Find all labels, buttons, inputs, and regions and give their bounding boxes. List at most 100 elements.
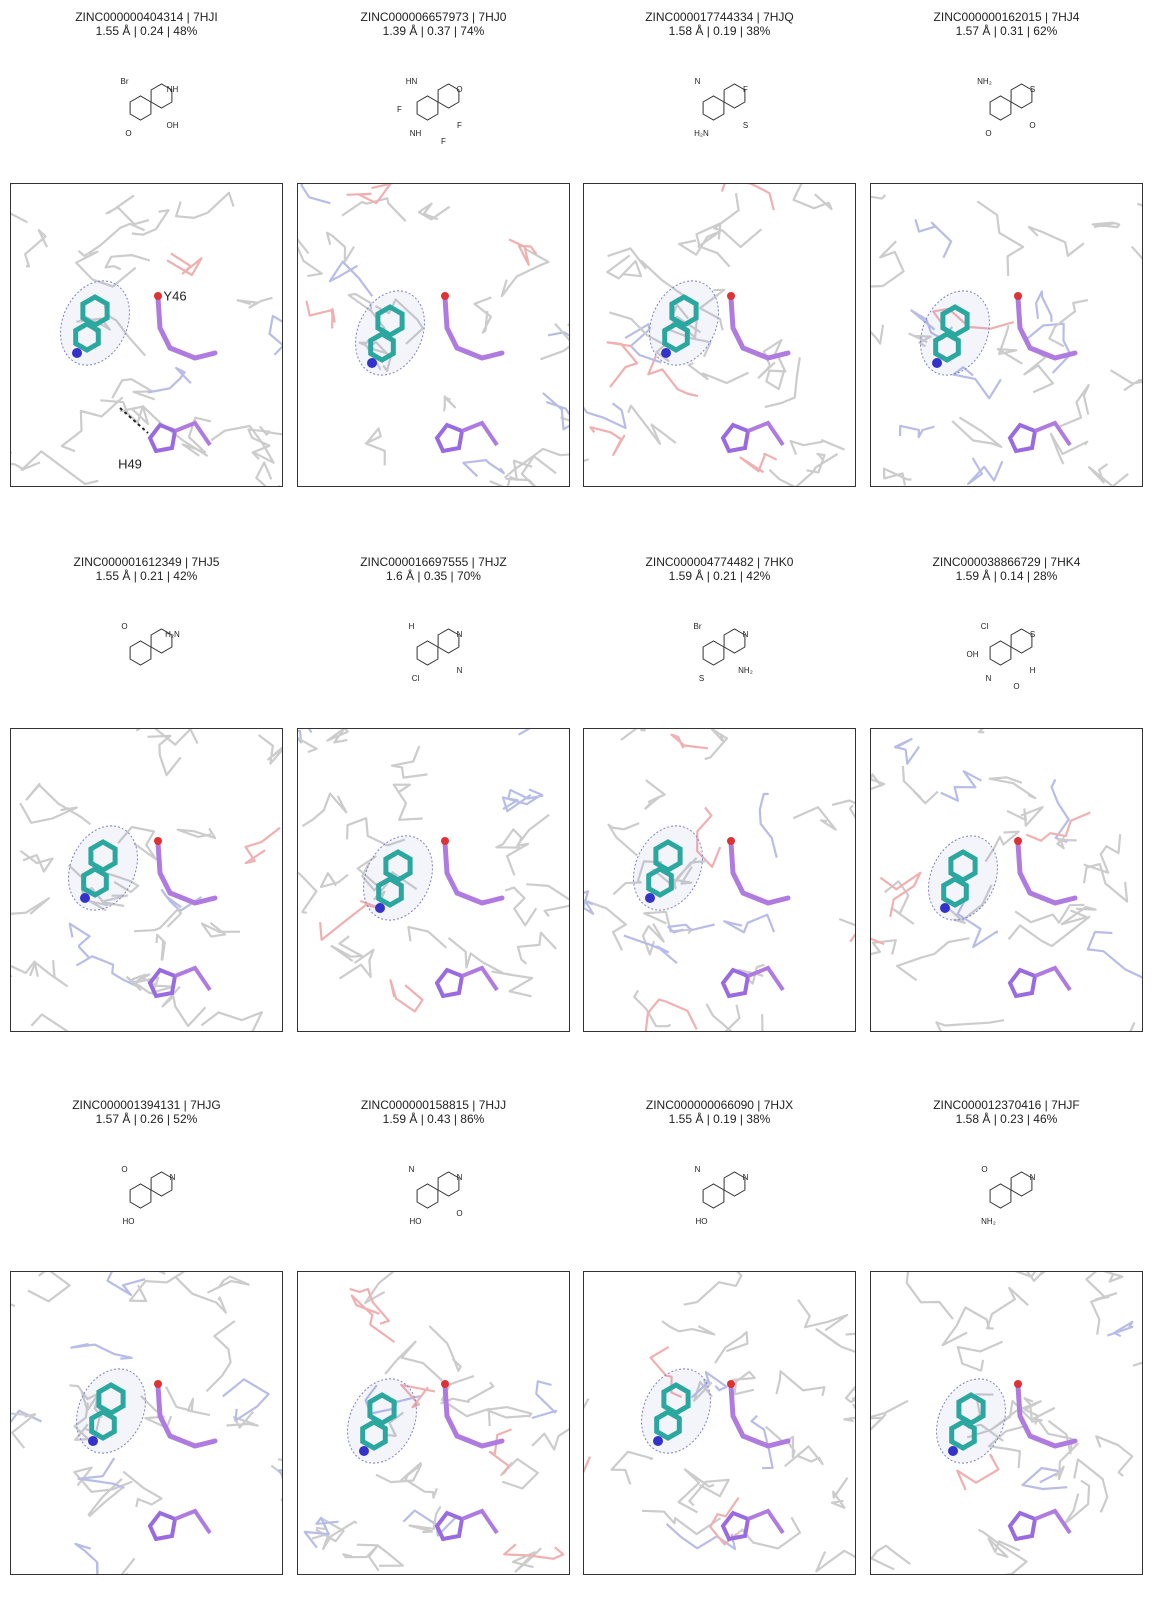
structure <box>417 629 459 665</box>
page: ZINC000000404314 | 7HJI1.55 Å | 0.24 | 4… <box>0 0 1167 1615</box>
atom-label: O <box>981 1165 987 1174</box>
atom-label: N <box>695 1165 701 1174</box>
atom-label: N <box>457 1173 463 1182</box>
atom-label: O <box>985 129 991 138</box>
residue-label: Y46 <box>163 288 186 303</box>
structure <box>990 84 1032 120</box>
render-bg <box>870 1271 1143 1575</box>
atom-label: O <box>121 622 127 631</box>
ring <box>990 96 1011 120</box>
atom-label: O <box>1029 121 1035 130</box>
atom-label: F <box>397 105 402 114</box>
panel-stats: 1.57 Å | 0.26 | 52% <box>96 1111 198 1126</box>
atom-label: O <box>125 129 131 138</box>
atom-label: S <box>1030 85 1035 94</box>
structure <box>703 629 745 665</box>
oxygen <box>727 292 735 300</box>
ligand-atom <box>367 358 377 368</box>
atom-label: N <box>457 666 463 675</box>
panel-title: ZINC000017744334 | 7HJQ <box>645 10 794 24</box>
panel-stats: 1.59 Å | 0.14 | 28% <box>956 568 1058 583</box>
panel-stats: 1.58 Å | 0.19 | 38% <box>669 23 771 38</box>
render-bg <box>10 1271 283 1575</box>
atom-label: NH₂ <box>981 1217 996 1226</box>
atom-label: S <box>743 121 748 130</box>
ligand-atom <box>88 1436 98 1446</box>
ring <box>990 641 1011 665</box>
structure <box>990 629 1032 665</box>
ligand-atom <box>359 1446 369 1456</box>
atom-label: HO <box>123 1217 135 1226</box>
atom-label: Br <box>694 622 702 631</box>
atom-label: O <box>456 85 462 94</box>
oxygen <box>1014 1380 1022 1388</box>
atom-label: F <box>457 121 462 130</box>
oxygen <box>727 1380 735 1388</box>
atom-label: Br <box>121 77 129 86</box>
panel-stats: 1.57 Å | 0.31 | 62% <box>956 23 1058 38</box>
panel-stats: 1.58 Å | 0.23 | 46% <box>956 1111 1058 1126</box>
atom-label: NH₂ <box>977 77 992 86</box>
atom-label: NH <box>410 129 422 138</box>
ligand-atom <box>72 348 82 358</box>
atom-label: N <box>743 630 749 639</box>
ligand-atom <box>661 348 671 358</box>
atom-label: HO <box>696 1217 708 1226</box>
structure <box>703 84 745 120</box>
ligand-atom <box>653 1436 663 1446</box>
oxygen <box>441 292 449 300</box>
atom-label: N <box>695 77 701 86</box>
panel-stats: 1.59 Å | 0.21 | 42% <box>669 568 771 583</box>
ligand-atom <box>948 1446 958 1456</box>
structure <box>990 1172 1032 1208</box>
structure <box>130 1172 172 1208</box>
panel-title: ZINC000001394131 | 7HJG <box>72 1098 221 1112</box>
panel-stats: 1.6 Å | 0.35 | 70% <box>386 568 481 583</box>
atom-label: F <box>743 85 748 94</box>
render-bg <box>297 183 570 487</box>
render-bg <box>10 728 283 1032</box>
ligand-atom <box>932 358 942 368</box>
render-bg <box>10 183 283 487</box>
atom-label: F <box>441 137 446 146</box>
atom-label: N <box>170 1173 176 1182</box>
panel-stats: 1.39 Å | 0.37 | 74% <box>383 23 485 38</box>
ring <box>130 1184 151 1208</box>
panel-stats: 1.59 Å | 0.43 | 86% <box>383 1111 485 1126</box>
ring <box>1011 629 1032 653</box>
atom-label: OH <box>167 121 179 130</box>
ring <box>703 641 724 665</box>
atom-label: N <box>409 1165 415 1174</box>
atom-label: N <box>986 674 992 683</box>
ring <box>990 1184 1011 1208</box>
panel-stats: 1.55 Å | 0.21 | 42% <box>96 568 198 583</box>
panel-stats: 1.55 Å | 0.19 | 38% <box>669 1111 771 1126</box>
atom-label: OH <box>967 650 979 659</box>
oxygen <box>1014 837 1022 845</box>
render-bg <box>297 728 570 1032</box>
atom-label: HN <box>406 77 418 86</box>
panel-title: ZINC000001612349 | 7HJ5 <box>74 555 220 569</box>
structure <box>417 1172 459 1208</box>
atom-label: N <box>1030 1173 1036 1182</box>
ligand-atom <box>80 893 90 903</box>
atom-label: Cl <box>981 622 989 631</box>
render-bg <box>583 728 856 1032</box>
ring <box>724 84 745 108</box>
ligand-atom <box>645 893 655 903</box>
atom-label: S <box>1030 630 1035 639</box>
ring <box>130 641 151 665</box>
panel-title: ZINC000000162015 | 7HJ4 <box>934 10 1080 24</box>
oxygen <box>441 1380 449 1388</box>
atom-label: H <box>409 622 415 631</box>
atom-label: S <box>699 674 704 683</box>
ring <box>1011 84 1032 108</box>
panel-stats: 1.55 Å | 0.24 | 48% <box>96 23 198 38</box>
atom-label: NH <box>167 85 179 94</box>
ligand-atom <box>375 903 385 913</box>
panel-title: ZINC000000066090 | 7HJX <box>646 1098 793 1112</box>
atom-label: N <box>457 630 463 639</box>
atom-label: O <box>456 1209 462 1218</box>
render-bg <box>583 1271 856 1575</box>
atom-label: O <box>121 1165 127 1174</box>
